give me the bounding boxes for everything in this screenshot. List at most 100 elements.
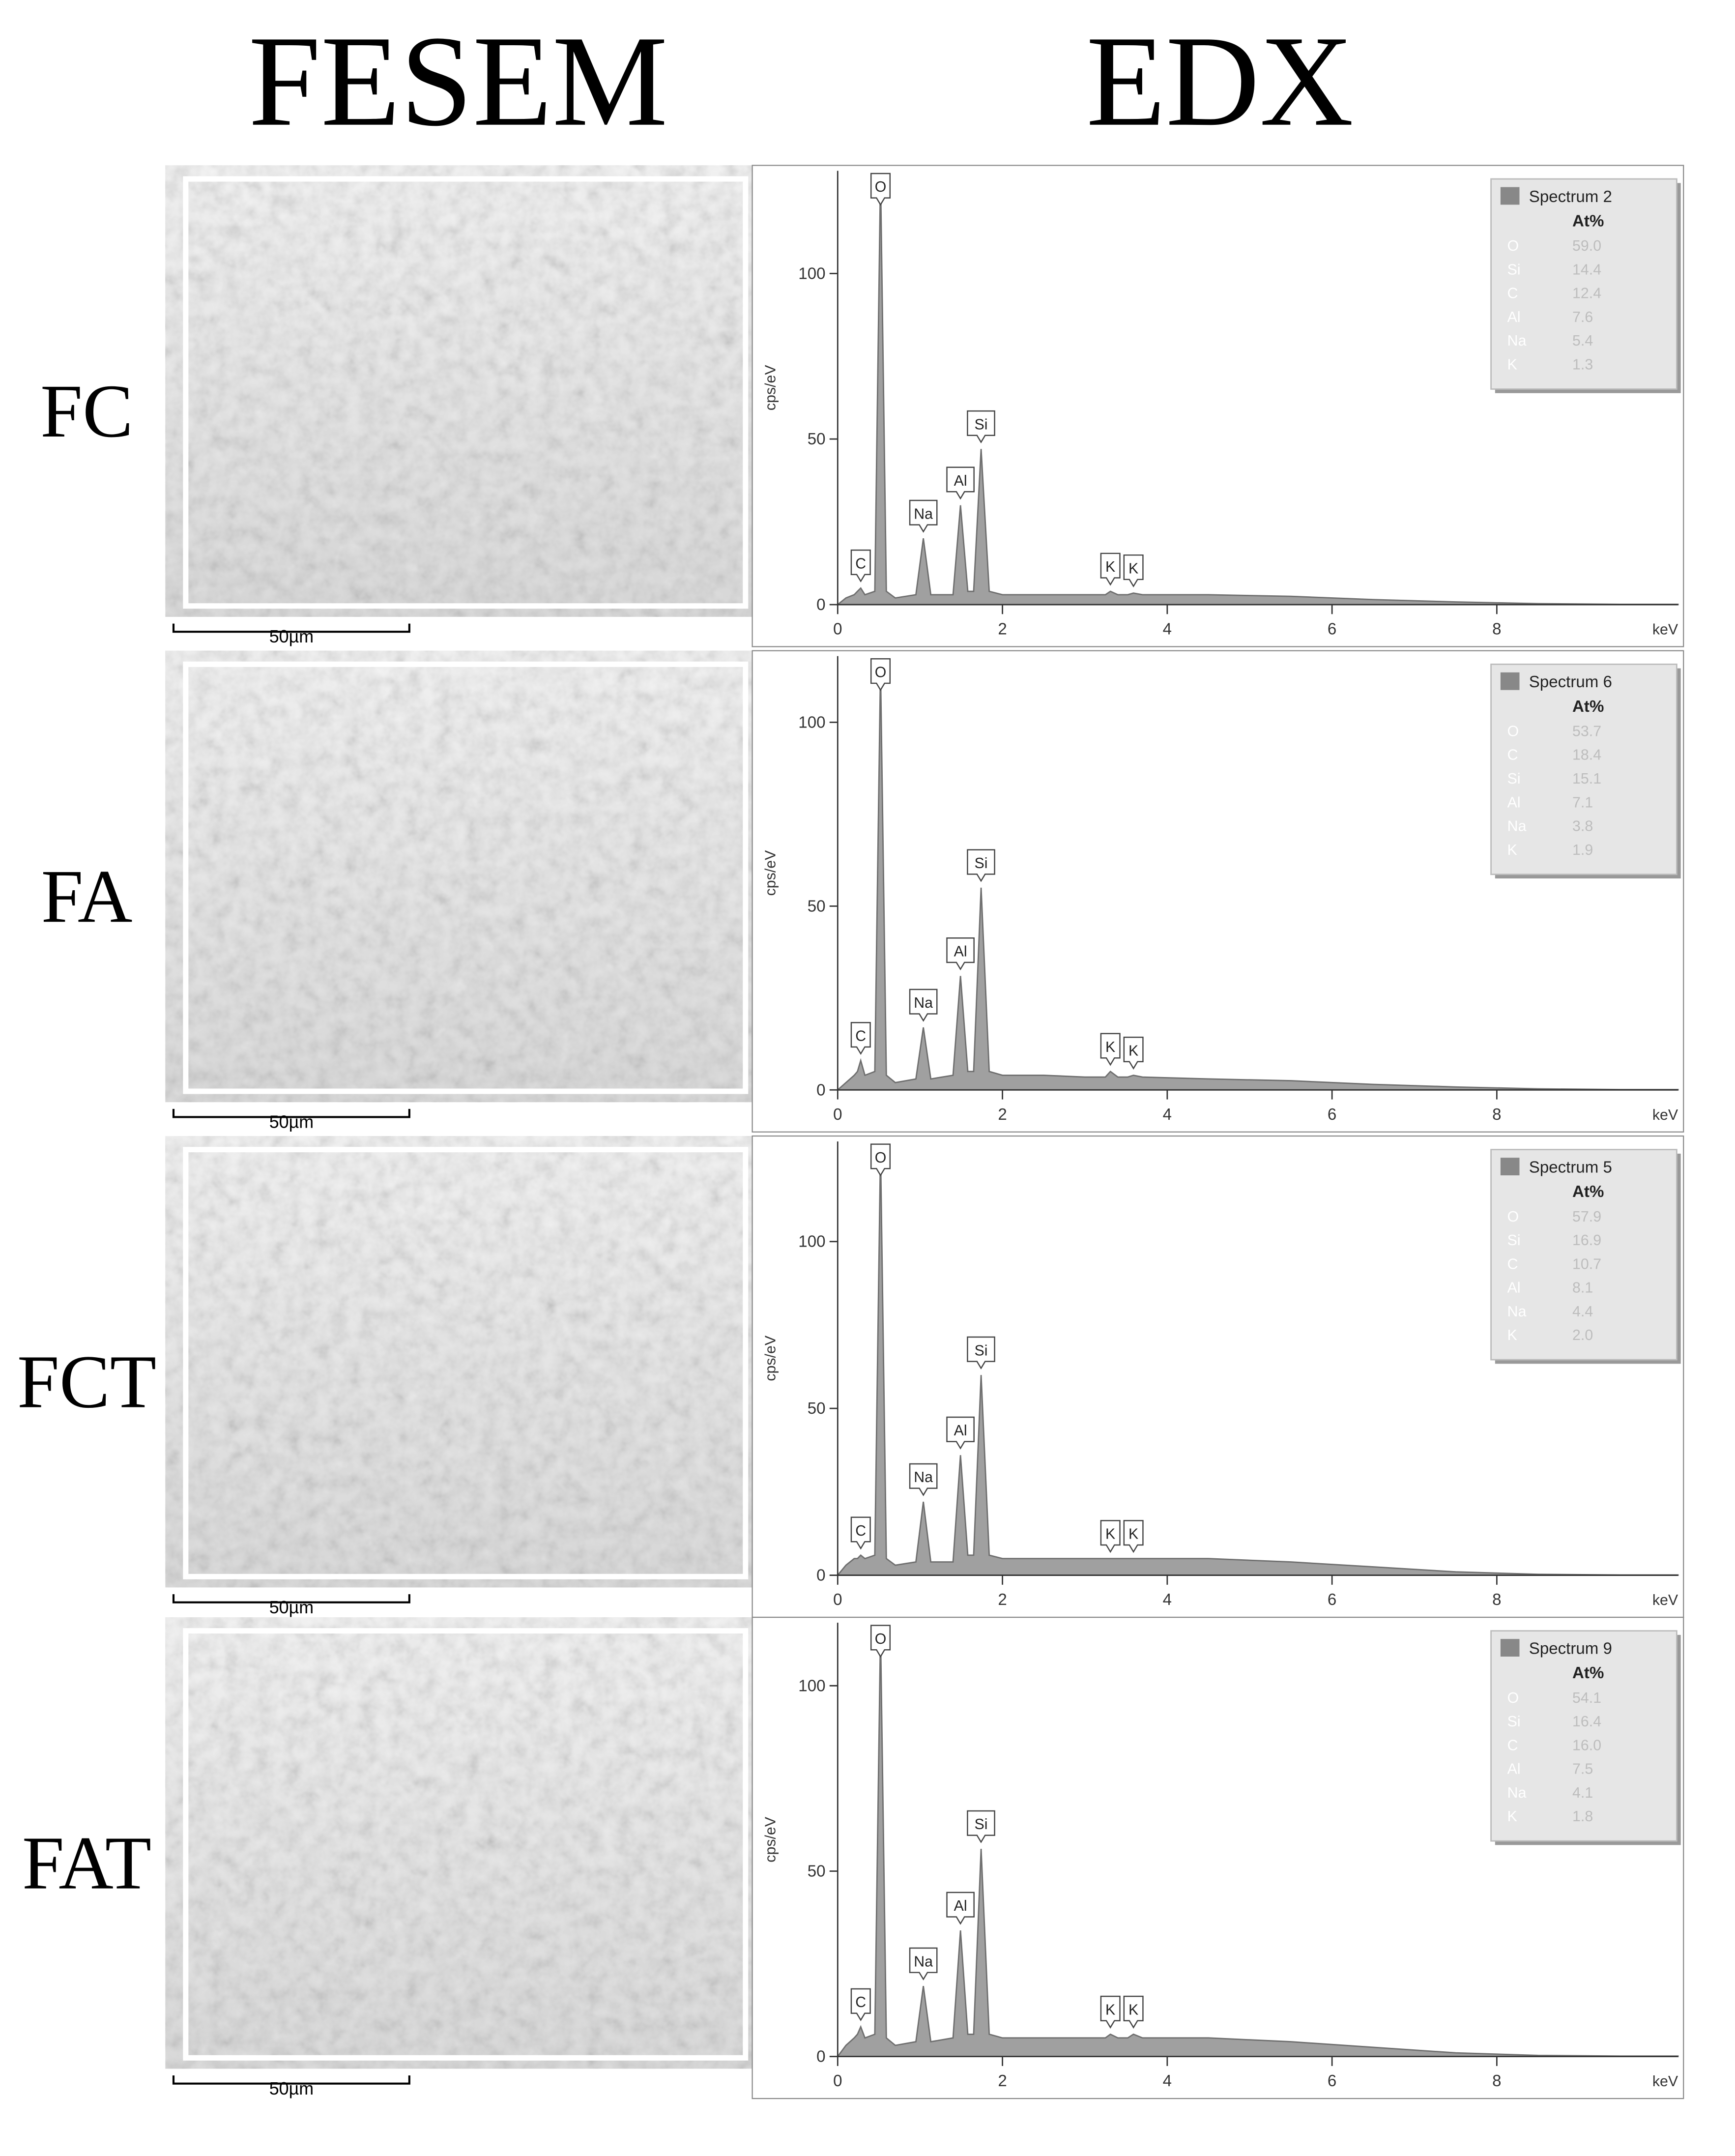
scale-bar-label: 50µm [269,2079,314,2098]
scan-area [183,1628,749,2061]
peak-label: Na [914,506,933,522]
x-axis-label: keV [1652,2073,1678,2090]
peak-label: K [1128,560,1138,577]
peak-box [850,1516,871,1550]
legend-swatch [1500,1639,1520,1657]
peak-box [946,466,975,500]
peak-box [850,1988,871,2021]
peak-box [946,1892,975,1925]
legend-element: Si [1507,1232,1521,1249]
legend-value: 16.4 [1572,1714,1601,1730]
x-tick-label: 4 [1163,620,1172,639]
peak-box [909,1463,938,1496]
legend-value: 15.1 [1572,771,1601,787]
peak-box [909,989,938,1022]
legend-title: Spectrum 2 [1529,188,1612,206]
peak-label: Al [954,943,967,960]
peak-box [1123,554,1144,588]
peak-box [870,658,891,692]
row-label: FCT [17,1340,156,1424]
legend-title: Spectrum 9 [1529,1640,1612,1658]
row-label: FC [40,369,133,453]
legend-value: 16.0 [1572,1737,1601,1753]
scan-area [183,1147,749,1579]
legend-value: 10.7 [1572,1256,1601,1272]
x-axis-label: keV [1652,622,1678,638]
legend-value: 12.4 [1572,286,1601,302]
x-tick-label: 0 [833,1591,842,1609]
legend-header: At% [1572,212,1604,231]
legend-element: C [1507,1256,1518,1272]
scan-area [183,661,749,1094]
x-tick-label: 2 [998,1106,1007,1124]
legend-element: O [1507,1690,1519,1706]
peak-box [1123,1036,1144,1070]
peak-label: C [855,1523,866,1539]
micrograph-texture [165,650,752,1103]
peak-box [909,1947,938,1981]
spectrum-area [836,1630,1679,2057]
legend-element: Si [1507,771,1521,787]
peak-label: Si [975,1342,988,1359]
legend-value: 1.8 [1572,1808,1593,1825]
y-tick-label: 50 [808,1399,826,1418]
peak-label: Na [914,995,933,1011]
y-tick-label: 100 [798,713,825,731]
peak-box [1100,1995,1121,2029]
legend-element: C [1507,286,1518,302]
legend-element: Al [1507,309,1521,325]
legend-value: 54.1 [1572,1690,1601,1706]
legend-box [1490,178,1677,390]
peak-box [1123,1520,1144,1553]
legend-element: O [1507,238,1519,254]
peak-box [1100,553,1121,586]
legend-header: At% [1572,1664,1604,1682]
peak-box [967,410,995,443]
x-tick-label: 8 [1492,2072,1501,2090]
x-tick-label: 4 [1163,1591,1172,1609]
y-tick-label: 100 [798,1677,825,1695]
legend-element: Na [1507,333,1527,349]
y-tick-label: 0 [816,2048,825,2066]
legend-value: 1.9 [1572,842,1593,858]
legend-element: K [1507,842,1517,858]
x-tick-label: 6 [1328,1591,1336,1609]
peak-box [909,499,938,533]
x-tick-label: 2 [998,620,1007,639]
legend-element: Al [1507,1280,1521,1296]
legend-element: C [1507,747,1518,763]
peak-label: C [855,1028,866,1044]
x-tick-label: 0 [833,1106,842,1124]
peak-label: C [855,1994,866,2010]
peak-label: Na [914,1469,933,1486]
legend-swatch [1500,187,1520,205]
x-tick-label: 6 [1328,1106,1336,1124]
legend-element: K [1507,1327,1517,1343]
y-axis-label: cps/eV [762,1816,779,1862]
legend-value: 7.1 [1572,794,1593,811]
y-tick-label: 100 [798,1233,825,1251]
scale-bar-label: 50µm [269,627,314,646]
legend-element: K [1507,1808,1517,1825]
legend-element: Al [1507,1761,1521,1777]
micrograph-texture [165,1617,752,2069]
peak-label: K [1105,1039,1115,1055]
legend-title: Spectrum 5 [1529,1158,1612,1176]
legend-value: 57.9 [1572,1209,1601,1225]
legend-value: 8.1 [1572,1280,1593,1296]
x-tick-label: 6 [1328,2072,1336,2090]
x-tick-label: 6 [1328,620,1336,639]
peak-label: K [1105,1526,1115,1543]
peak-label: Si [975,1816,988,1833]
micrograph-texture [165,1136,752,1588]
peak-label: K [1105,559,1115,575]
scale-bar [172,623,410,633]
peak-label: Al [954,1898,967,1914]
peak-label: O [875,665,887,681]
peak-box [946,937,975,971]
peak-label: Si [975,855,988,872]
x-tick-label: 2 [998,1591,1007,1609]
legend-value: 59.0 [1572,238,1601,254]
